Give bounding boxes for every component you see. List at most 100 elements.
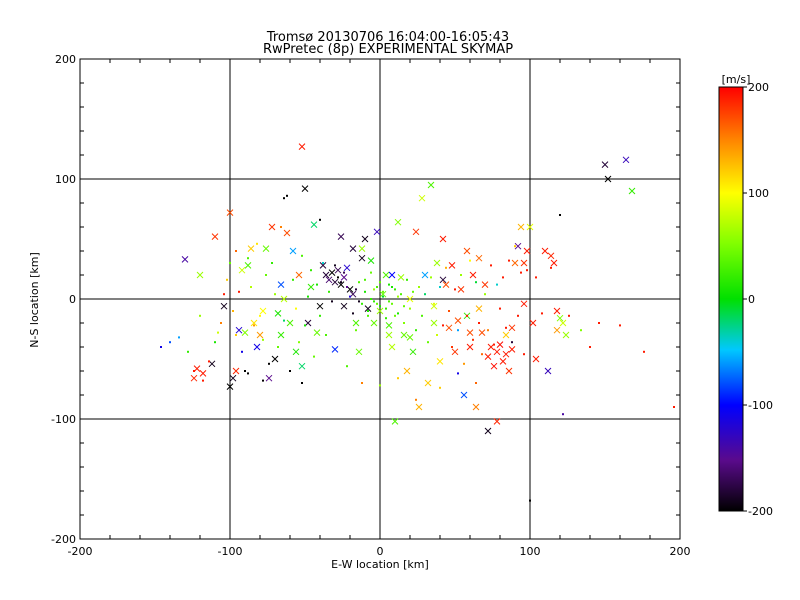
- data-point-dot: [367, 310, 369, 312]
- data-point-x: [313, 329, 321, 336]
- data-point-dot: [292, 278, 294, 281]
- data-point-dot: [481, 353, 483, 356]
- data-point-dot: [238, 290, 240, 293]
- data-point-x: [406, 295, 414, 303]
- x-tick-label: 200: [670, 545, 691, 558]
- data-point-x: [337, 233, 345, 240]
- data-point-dot: [475, 281, 477, 284]
- data-point-dot: [361, 302, 363, 305]
- data-point-dot: [463, 362, 465, 365]
- data-point-dot: [394, 314, 396, 317]
- data-point-dot: [202, 379, 204, 382]
- data-point-x: [220, 302, 228, 310]
- data-point-dot: [283, 319, 285, 322]
- data-point-dot: [235, 334, 237, 336]
- data-point-dot: [454, 288, 456, 291]
- data-point-x: [493, 418, 501, 425]
- data-point-dot: [376, 286, 378, 288]
- data-point-x: [394, 218, 402, 226]
- data-point-x: [232, 367, 240, 375]
- data-point-dot: [511, 341, 513, 344]
- data-point-dot: [409, 307, 411, 310]
- data-point-dot: [361, 382, 363, 384]
- data-point-dot: [373, 288, 375, 291]
- data-point-dot: [460, 274, 462, 276]
- data-point-x: [340, 302, 348, 310]
- data-point-x: [541, 247, 549, 255]
- data-point-x: [283, 229, 291, 237]
- colorbar-tick-label: -100: [748, 399, 773, 412]
- data-point-x: [451, 348, 459, 356]
- data-point-x: [496, 341, 504, 348]
- data-point-dot: [250, 286, 252, 288]
- colorbar-tick-label: 0: [748, 293, 755, 306]
- data-point-x: [553, 326, 561, 334]
- data-point-x: [532, 355, 540, 363]
- data-point-dot: [247, 372, 249, 375]
- data-point-dot: [496, 283, 498, 286]
- data-point-dot: [406, 278, 408, 281]
- data-point-dot: [436, 334, 438, 336]
- data-point-dot: [589, 346, 591, 348]
- data-point-x: [484, 427, 492, 435]
- data-point-x: [379, 290, 387, 298]
- data-point-dot: [241, 350, 243, 353]
- data-point-x: [481, 281, 489, 288]
- data-point-dot: [397, 377, 399, 380]
- data-point-dot: [397, 312, 399, 315]
- data-point-dot: [199, 314, 201, 317]
- data-point-dot: [415, 329, 417, 332]
- data-point-x: [298, 362, 306, 370]
- data-point-dot: [391, 286, 393, 288]
- data-point-dot: [262, 379, 264, 382]
- data-point-x: [550, 259, 558, 267]
- data-point-x: [475, 254, 483, 262]
- data-point-x: [373, 228, 381, 236]
- data-point-x: [295, 271, 303, 279]
- data-point-dot: [373, 300, 375, 303]
- data-point-x: [391, 418, 399, 425]
- data-point-dot: [424, 293, 426, 296]
- grid-lines: [79, 58, 681, 540]
- data-point-x: [499, 358, 507, 365]
- data-point-dot: [286, 194, 288, 197]
- data-point-x: [622, 156, 630, 164]
- data-point-dot: [226, 278, 228, 281]
- data-point-x: [397, 274, 405, 281]
- data-point-x: [337, 281, 345, 288]
- data-point-dot: [448, 310, 450, 312]
- data-point-dot: [319, 314, 321, 317]
- data-point-dot: [220, 322, 222, 324]
- data-point-x: [211, 233, 219, 240]
- data-point-x: [403, 367, 411, 375]
- data-point-x: [331, 346, 339, 353]
- data-point-dot: [376, 302, 378, 305]
- data-point-dot: [445, 266, 447, 269]
- data-point-x: [511, 259, 519, 267]
- data-point-dot: [457, 329, 459, 332]
- data-point-x: [439, 276, 447, 284]
- data-point-x: [331, 278, 339, 286]
- data-point-dot: [388, 283, 390, 286]
- data-point-x: [250, 319, 258, 327]
- data-point-x: [241, 329, 249, 336]
- colorbar-tick-label: 100: [748, 187, 769, 200]
- data-point-dot: [316, 283, 318, 286]
- data-point-dot: [520, 271, 522, 274]
- data-point-dot: [232, 310, 234, 312]
- data-point-dot: [268, 362, 270, 365]
- y-axis-label: N-S location [km]: [28, 252, 41, 348]
- data-point-x: [181, 256, 189, 263]
- data-point-x: [247, 245, 255, 252]
- data-point-x: [325, 276, 333, 284]
- data-point-x: [307, 283, 315, 291]
- data-point-x: [601, 161, 609, 168]
- data-point-dot: [475, 382, 477, 384]
- data-point-dot: [301, 382, 303, 384]
- data-point-x: [256, 331, 264, 339]
- data-point-dot: [223, 293, 225, 296]
- data-point-x: [361, 235, 369, 243]
- data-point-x: [526, 223, 534, 231]
- data-point-dot: [217, 331, 219, 334]
- data-point-dot: [208, 360, 210, 363]
